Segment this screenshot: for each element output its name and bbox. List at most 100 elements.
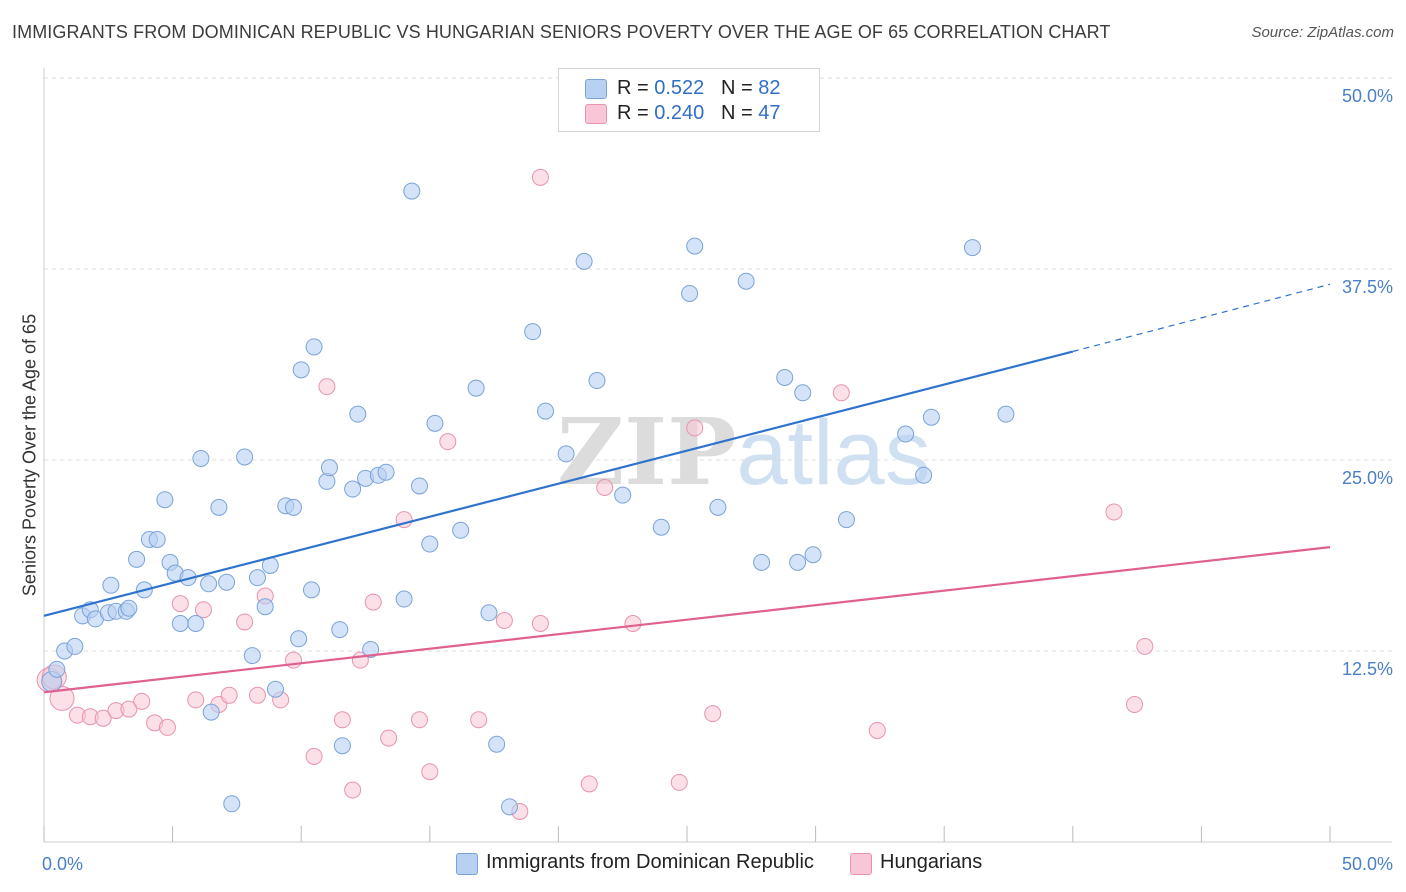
legend-swatch-pink xyxy=(585,104,607,124)
dominican-point xyxy=(48,660,66,678)
dominican-point xyxy=(171,614,189,632)
dominican-point xyxy=(305,338,323,356)
dominican-point xyxy=(997,405,1015,423)
dominican-point xyxy=(837,511,855,529)
dominican-point xyxy=(284,498,302,516)
dominican-point xyxy=(331,621,349,639)
dominican-point xyxy=(467,379,485,397)
hungarians-point xyxy=(220,686,238,704)
hungarians-point xyxy=(670,773,688,791)
hungarians-point xyxy=(439,433,457,451)
grid-lines xyxy=(44,77,1392,652)
hungarians-point xyxy=(187,691,205,709)
dominican-point xyxy=(223,795,241,813)
dominican-point xyxy=(403,182,421,200)
dominican-point xyxy=(362,640,380,658)
dominican-points xyxy=(41,182,1015,816)
y-tick-label: 12.5% xyxy=(1342,659,1393,679)
dominican-point xyxy=(395,590,413,608)
axes xyxy=(43,68,1392,843)
dominican-point xyxy=(210,498,228,516)
watermark-atlas: atlas xyxy=(736,402,931,504)
dominican-point xyxy=(709,498,727,516)
dominican-point xyxy=(922,408,940,426)
dominican-point xyxy=(266,680,284,698)
chart-title: IMMIGRANTS FROM DOMINICAN REPUBLIC VS HU… xyxy=(12,22,1111,42)
dominican-point xyxy=(897,425,915,443)
hungarians-point xyxy=(411,711,429,729)
dominican-point xyxy=(256,598,274,616)
dominican-point xyxy=(915,466,933,484)
y-tick-label: 37.5% xyxy=(1342,277,1393,297)
hungarians-point xyxy=(1136,637,1154,655)
x-tick-label: 0.0% xyxy=(42,854,83,874)
dominican-point xyxy=(501,798,519,816)
legend-n-value: 47 xyxy=(758,102,781,124)
dominican-point xyxy=(794,384,812,402)
tick-labels: 12.5% 25.0% 37.5% 50.0% 0.0% 50.0% xyxy=(42,86,1393,874)
dominican-point xyxy=(452,521,470,539)
dominican-point xyxy=(192,449,210,467)
dominican-point xyxy=(681,284,699,302)
hungarians-point xyxy=(158,718,176,736)
dominican-point xyxy=(292,361,310,379)
dominican-trend-extension xyxy=(1072,283,1331,353)
dominican-point xyxy=(66,637,84,655)
dominican-point xyxy=(575,252,593,270)
legend-text: R = 0.240 N = 47 xyxy=(617,102,780,125)
dominican-point xyxy=(200,575,218,593)
dominican-point xyxy=(302,581,320,599)
source-attribution: Source: ZipAtlas.com xyxy=(1251,24,1394,41)
hungarians-point xyxy=(832,384,850,402)
hungarians-point xyxy=(1126,695,1144,713)
legend-r-value: 0.522 xyxy=(654,77,705,99)
hungarians-point xyxy=(236,613,254,631)
hungarians-point xyxy=(686,419,704,437)
legend-n-value: 82 xyxy=(758,77,781,99)
watermark-zip: ZIP xyxy=(557,398,737,506)
correlation-legend: R = 0.522 N = 82 R = 0.240 N = 47 xyxy=(558,68,820,132)
hungarians-point xyxy=(133,692,151,710)
dominican-point xyxy=(156,491,174,509)
dominican-point xyxy=(524,323,542,341)
hungarians-trend-line xyxy=(43,546,1331,694)
x-tick-label: 50.0% xyxy=(1342,854,1393,874)
dominican-point xyxy=(148,530,166,548)
dominican-point xyxy=(789,553,807,571)
dominican-point xyxy=(349,405,367,423)
dominican-point xyxy=(652,518,670,536)
y-tick-label: 25.0% xyxy=(1342,468,1393,488)
watermark: ZIPatlas xyxy=(557,398,931,506)
hungarians-point xyxy=(470,711,488,729)
dominican-point xyxy=(686,237,704,255)
dominican-point xyxy=(480,604,498,622)
hungarians-point xyxy=(344,781,362,799)
dominican-point xyxy=(318,472,336,490)
dominican-point xyxy=(218,573,236,591)
hungarians-point xyxy=(49,685,75,711)
dominican-point xyxy=(488,735,506,753)
dominican-point xyxy=(804,546,822,564)
hungarians-point xyxy=(1105,503,1123,521)
dominican-point xyxy=(753,553,771,571)
hungarians-point xyxy=(171,595,189,613)
hungarians-point xyxy=(305,747,323,765)
dominican-point xyxy=(737,272,755,290)
dominican-point xyxy=(963,239,981,257)
legend-r-value: 0.240 xyxy=(654,102,705,124)
legend-text: R = 0.522 N = 82 xyxy=(617,77,780,100)
hungarians-point xyxy=(495,611,513,629)
dominican-point xyxy=(614,486,632,504)
hungarians-point xyxy=(380,729,398,747)
legend-n-label: N = xyxy=(720,77,759,99)
trend-lines xyxy=(43,283,1331,694)
hungarians-point xyxy=(120,700,138,718)
dominican-point xyxy=(187,614,205,632)
y-tick-label: 50.0% xyxy=(1342,86,1393,106)
hungarians-point xyxy=(248,686,266,704)
dominican-point xyxy=(421,535,439,553)
dominican-point xyxy=(776,368,794,386)
legend-r-label: R = xyxy=(617,102,655,124)
hungarians-point xyxy=(624,614,642,632)
dominican-point xyxy=(426,414,444,432)
